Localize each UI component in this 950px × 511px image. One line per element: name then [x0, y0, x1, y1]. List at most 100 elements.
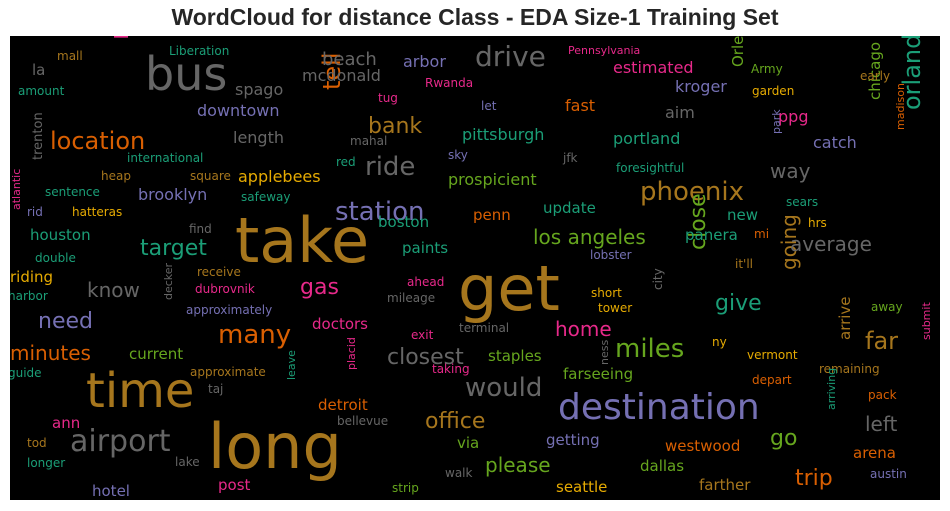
chart-title: WordCloud for distance Class - EDA Size-… — [171, 4, 779, 30]
word-cloud-canvas: take long get time bus destination airport driv… — [10, 36, 933, 500]
word-far: far — [865, 327, 898, 355]
word-gas: gas — [300, 275, 339, 300]
word-taj: taj — [208, 382, 223, 396]
word-going: going — [777, 214, 801, 270]
word-approximate: approximate — [190, 365, 266, 379]
word-farseeing: farseeing — [563, 365, 633, 383]
word-detroit: detroit — [318, 396, 368, 414]
word-bank: bank — [368, 114, 422, 139]
word-paints: paints — [402, 239, 448, 257]
word-submit: submit — [920, 302, 933, 340]
word-strip: strip — [392, 481, 419, 495]
word-chicago: chicago — [866, 42, 884, 100]
word-target: target — [140, 236, 207, 261]
word-minutes: minutes — [10, 341, 91, 365]
word-walk: walk — [445, 466, 473, 480]
word-dallas: dallas — [640, 457, 684, 475]
word-receive: receive — [197, 265, 241, 279]
word-red: red — [336, 155, 356, 169]
word-jfk: jfk — [562, 151, 578, 165]
word-mileage: mileage — [387, 291, 435, 305]
word-long: long — [208, 410, 342, 483]
word-garden: garden — [752, 84, 794, 98]
word-park: park — [770, 109, 783, 134]
word-terminal: terminal — [459, 321, 509, 335]
word-location: location — [50, 127, 145, 155]
word-office: office — [425, 409, 485, 434]
word-tug: tug — [378, 91, 398, 105]
word-los-angeles: los angeles — [533, 225, 646, 249]
word-depart: depart — [752, 373, 792, 387]
word-mall: mall — [57, 49, 83, 63]
word-orleans: Orleans — [729, 36, 747, 67]
word-arriving: arriving — [825, 368, 838, 410]
word-houston: houston — [30, 226, 91, 244]
word-penn: penn — [473, 206, 511, 224]
word-cloud: take long get time bus destination airport driv… — [10, 36, 940, 500]
word-average: average — [790, 232, 872, 256]
word-reach: reach — [105, 36, 135, 40]
word-early: early — [860, 69, 890, 83]
word-mahal: mahal — [350, 134, 387, 148]
word-go: go — [770, 426, 797, 451]
word-arrive: arrive — [836, 296, 854, 340]
word-mcdonald: mcdonald — [302, 66, 381, 85]
word-decker: decker — [162, 262, 175, 300]
word-drive: drive — [475, 40, 546, 73]
word-estimated: estimated — [613, 58, 694, 77]
word-ride: ride — [365, 152, 415, 182]
word-doctors: doctors — [312, 315, 368, 333]
word-take: take — [235, 204, 369, 277]
word-hrs: hrs — [808, 216, 827, 230]
word-double: double — [35, 251, 76, 265]
word-city: city — [651, 268, 665, 290]
word-leave: leave — [285, 350, 298, 380]
word-la: la — [32, 61, 45, 79]
word-trenton: trenton — [31, 112, 46, 160]
word-taking: taking — [432, 362, 470, 376]
word-short: short — [591, 286, 622, 300]
word-lobster: lobster — [590, 248, 632, 262]
word-close: close — [686, 193, 711, 250]
word-post: post — [218, 476, 251, 494]
word-lake: lake — [175, 455, 200, 469]
word-boston: boston — [378, 213, 429, 231]
word-catch: catch — [813, 133, 857, 152]
word-bus: bus — [145, 47, 227, 101]
word-austin: austin — [870, 467, 907, 481]
word-phoenix: phoenix — [640, 177, 744, 207]
word-safeway: safeway — [241, 190, 290, 204]
word-bellevue: bellevue — [337, 414, 388, 428]
word-ahead: ahead — [407, 275, 444, 289]
word-need: need — [38, 309, 93, 334]
word-left: left — [865, 412, 898, 436]
word-liberation: Liberation — [169, 44, 229, 58]
word-harbor: harbor — [10, 289, 48, 303]
word-new: new — [727, 206, 758, 224]
word-length: length — [233, 128, 284, 147]
word-pack: pack — [868, 388, 897, 402]
word-aim: aim — [665, 103, 695, 122]
word-home: home — [555, 317, 612, 341]
word-amount: amount — [18, 84, 65, 98]
word-army: Army — [751, 62, 783, 76]
word-remaining: remaining — [819, 362, 880, 376]
word-let: let — [481, 99, 497, 113]
word-sky: sky — [448, 148, 468, 162]
word-many: many — [218, 320, 291, 350]
word-please: please — [485, 453, 551, 477]
word-tod: tod — [27, 436, 47, 450]
word-international: international — [127, 151, 203, 165]
word-tower: tower — [598, 301, 632, 315]
word-beach: beach — [322, 49, 377, 70]
word-away: away — [871, 300, 903, 314]
word-mi: mi — [754, 227, 769, 241]
word-longer: longer — [27, 456, 65, 470]
word-square: square — [190, 169, 231, 183]
word-staples: staples — [488, 347, 542, 365]
word-update: update — [543, 199, 596, 217]
word-spago: spago — [235, 80, 283, 99]
word-time: time — [86, 363, 194, 419]
word-ann: ann — [52, 414, 80, 432]
word-madison: madison — [894, 83, 907, 130]
